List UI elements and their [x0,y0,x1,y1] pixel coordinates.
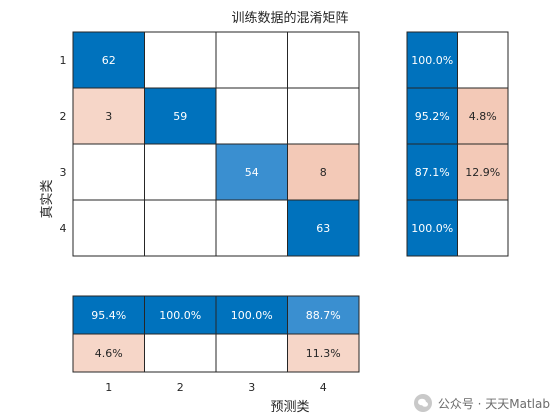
watermark-text: 公众号 · 天天Matlab [437,396,550,411]
y-tick-label: 3 [60,166,67,179]
x-tick-label: 2 [177,381,184,394]
col-summary-correct-4-value: 88.7% [306,309,341,322]
col-summary-incorrect-4-rect [287,333,360,373]
col-summary-correct-2-value: 100.0% [159,309,201,322]
watermark: 公众号 · 天天Matlab [413,394,550,412]
col-summary-incorrect-1-value: 4.6% [95,347,123,360]
matrix-cell-r4-c3 [215,199,288,257]
matrix-cell-r3-c4-value: 8 [320,166,327,179]
col-summary-correct-2-rect [144,295,217,335]
y-tick-label: 1 [60,54,67,67]
row-summary-incorrect-1-rect [457,31,509,89]
col-summary-incorrect-2-rect [144,333,217,373]
row-summary-correct-4-rect [406,199,458,257]
row-summary-incorrect-4-rect [457,199,509,257]
row-summary-incorrect-2-value: 4.8% [469,110,497,123]
matrix-cell-r1-c4 [287,31,360,89]
col-summary-incorrect-1: 4.6% [72,333,145,373]
matrix-cell-r3-c3-value: 54 [245,166,259,179]
x-tick-label: 1 [105,381,112,394]
matrix-cell-r2-c4 [287,87,360,145]
matrix-cell-r3-c3-rect [215,143,288,201]
main-matrix: 62 3 59 54 8 63 [72,31,360,257]
matrix-cell-r3-c1-rect [72,143,145,201]
matrix-cell-r3-c4: 8 [287,143,360,201]
y-tick-label: 4 [60,222,67,235]
matrix-cell-r1-c2-rect [144,31,217,89]
y-axis-label: 真实类 [40,179,55,218]
matrix-cell-r2-c3-rect [215,87,288,145]
column-summary: 95.4% 100.0% 100.0% 88.7% 4.6% 11.3% [72,295,360,373]
matrix-cell-r2-c1-value: 3 [105,110,112,123]
matrix-cell-r2-c2-value: 59 [173,110,187,123]
matrix-cell-r4-c4-value: 63 [316,222,330,235]
matrix-cell-r4-c2 [144,199,217,257]
col-summary-incorrect-2 [144,333,217,373]
matrix-cell-r4-c3-rect [215,199,288,257]
row-summary-correct-4-value: 100.0% [411,222,453,235]
matrix-cell-r1-c4-rect [287,31,360,89]
matrix-cell-r3-c2 [144,143,217,201]
row-summary-correct-1: 100.0% [406,31,458,89]
matrix-cell-r3-c3: 54 [215,143,288,201]
chart-title: 训练数据的混淆矩阵 [231,10,348,26]
matrix-cell-r2-c3 [215,87,288,145]
x-ticks: 1 2 3 4 [105,381,327,394]
matrix-cell-r1-c1: 62 [72,31,145,89]
row-summary-correct-2: 95.2% [406,87,458,145]
col-summary-correct-2: 100.0% [144,295,217,335]
matrix-cell-r2-c2: 59 [144,87,217,145]
matrix-cell-r1-c3 [215,31,288,89]
matrix-cell-r2-c2-rect [144,87,217,145]
row-summary: 100.0% 95.2% 4.8% 87.1% 12.9% 100.0% [406,31,509,257]
x-tick-label: 4 [320,381,327,394]
matrix-cell-r1-c1-rect [72,31,145,89]
matrix-cell-r4-c4-rect [287,199,360,257]
row-summary-incorrect-4 [457,199,509,257]
row-summary-correct-2-rect [406,87,458,145]
col-summary-correct-4-rect [287,295,360,335]
row-summary-correct-2-value: 95.2% [415,110,450,123]
row-summary-incorrect-3-value: 12.9% [465,166,500,179]
row-summary-correct-4: 100.0% [406,199,458,257]
col-summary-incorrect-3-rect [215,333,288,373]
row-summary-correct-1-value: 100.0% [411,54,453,67]
matrix-cell-r2-c4-rect [287,87,360,145]
matrix-cell-r1-c3-rect [215,31,288,89]
matrix-cell-r3-c2-rect [144,143,217,201]
matrix-cell-r4-c1-rect [72,199,145,257]
col-summary-correct-4: 88.7% [287,295,360,335]
col-summary-incorrect-1-rect [72,333,145,373]
col-summary-incorrect-3 [215,333,288,373]
row-summary-incorrect-1 [457,31,509,89]
matrix-cell-r2-c1-rect [72,87,145,145]
y-ticks: 1 2 3 4 [60,54,67,235]
row-summary-incorrect-3: 12.9% [457,143,509,201]
x-tick-label: 3 [248,381,255,394]
row-summary-correct-3-rect [406,143,458,201]
matrix-cell-r1-c1-value: 62 [102,54,116,67]
col-summary-correct-1: 95.4% [72,295,145,335]
matrix-cell-r1-c2 [144,31,217,89]
matrix-cell-r4-c2-rect [144,199,217,257]
row-summary-correct-3-value: 87.1% [415,166,450,179]
row-summary-incorrect-2: 4.8% [457,87,509,145]
col-summary-correct-1-value: 95.4% [91,309,126,322]
matrix-cell-r3-c1 [72,143,145,201]
row-summary-correct-3: 87.1% [406,143,458,201]
row-summary-incorrect-3-rect [457,143,509,201]
y-tick-label: 2 [60,110,67,123]
matrix-cell-r4-c4: 63 [287,199,360,257]
col-summary-correct-3-value: 100.0% [231,309,273,322]
matrix-cell-r4-c1 [72,199,145,257]
x-axis-label: 预测类 [270,400,309,415]
matrix-cell-r2-c1: 3 [72,87,145,145]
col-summary-correct-3: 100.0% [215,295,288,335]
wechat-icon [413,394,432,412]
col-summary-incorrect-4: 11.3% [287,333,360,373]
col-summary-incorrect-4-value: 11.3% [306,347,341,360]
